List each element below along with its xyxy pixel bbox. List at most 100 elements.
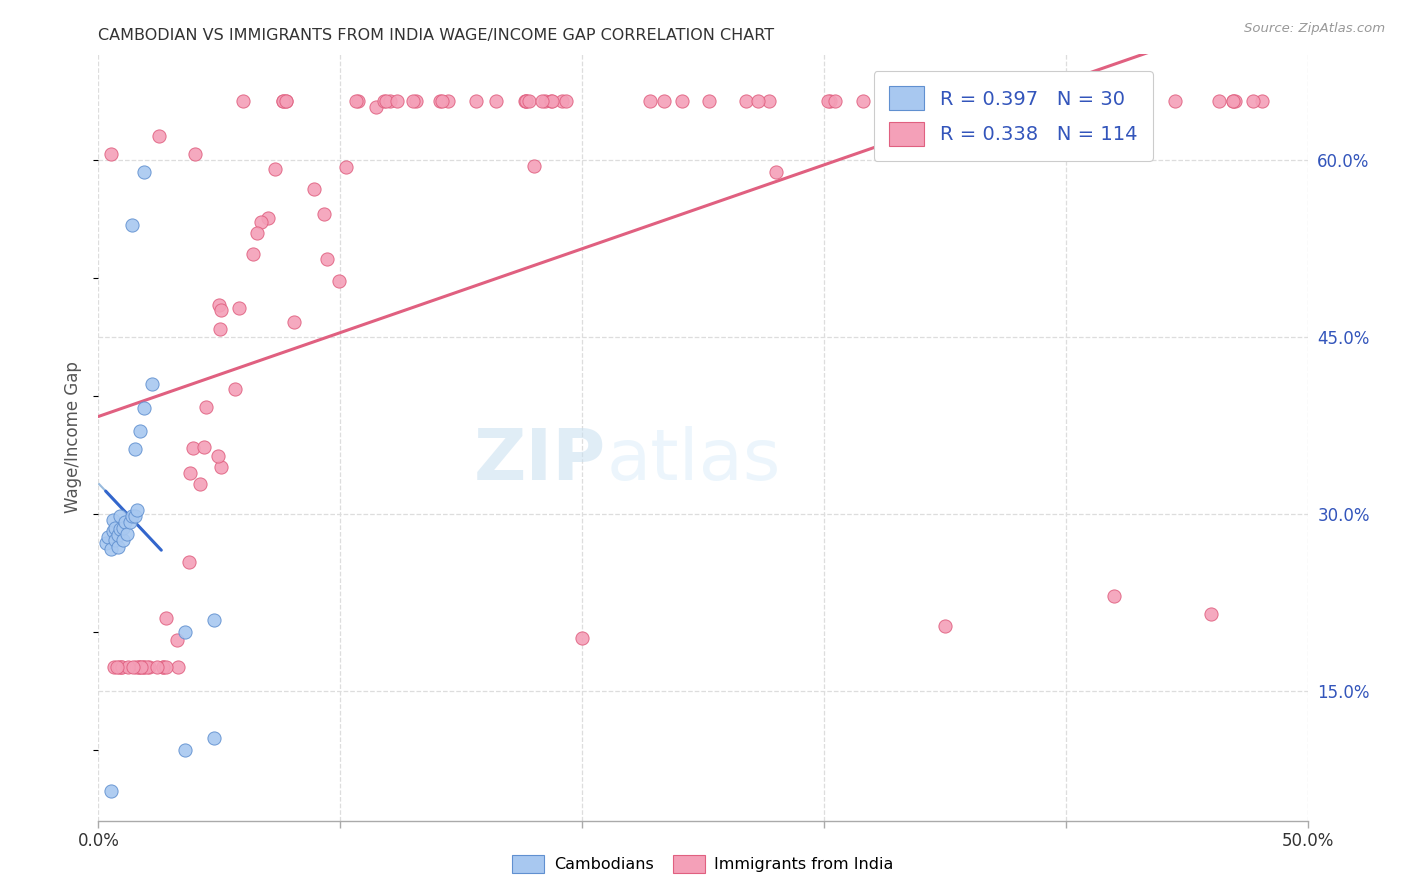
Point [533, 94, 555, 108]
Point [1039, 94, 1062, 108]
Point [638, 94, 661, 108]
Point [121, 218, 143, 232]
Point [485, 94, 508, 108]
Point [283, 315, 305, 329]
Point [104, 533, 127, 547]
Point [193, 440, 215, 454]
Point [174, 743, 197, 757]
Point [765, 164, 787, 178]
Point [118, 515, 141, 529]
Point [530, 94, 553, 108]
Point [328, 274, 350, 288]
Y-axis label: Wage/Income Gap: Wage/Income Gap [65, 361, 83, 513]
Text: CAMBODIAN VS IMMIGRANTS FROM INDIA WAGE/INCOME GAP CORRELATION CHART: CAMBODIAN VS IMMIGRANTS FROM INDIA WAGE/… [98, 28, 775, 43]
Point [166, 633, 188, 648]
Point [246, 226, 269, 240]
Point [1199, 607, 1222, 621]
Point [373, 94, 395, 108]
Point [402, 94, 425, 108]
Point [100, 542, 122, 557]
Point [155, 611, 177, 625]
Point [274, 94, 297, 108]
Point [174, 624, 197, 639]
Point [100, 784, 122, 798]
Point [132, 660, 155, 674]
Point [571, 631, 593, 645]
Point [152, 660, 174, 674]
Point [209, 303, 232, 318]
Point [181, 441, 204, 455]
Point [148, 129, 170, 144]
Point [125, 660, 148, 674]
Point [188, 477, 211, 491]
Point [344, 94, 367, 108]
Point [155, 660, 177, 674]
Point [146, 660, 169, 674]
Point [117, 660, 139, 674]
Point [232, 94, 254, 108]
Point [347, 94, 370, 108]
Point [758, 94, 780, 108]
Point [207, 449, 229, 463]
Legend: R = 0.397   N = 30, R = 0.338   N = 114: R = 0.397 N = 30, R = 0.338 N = 114 [873, 70, 1153, 161]
Point [250, 215, 273, 229]
Point [276, 94, 298, 108]
Point [934, 619, 956, 633]
Point [101, 513, 124, 527]
Point [540, 94, 562, 108]
Point [697, 94, 720, 108]
Point [1098, 94, 1121, 108]
Point [1222, 94, 1244, 108]
Point [364, 100, 387, 114]
Point [312, 206, 335, 220]
Point [104, 521, 127, 535]
Point [194, 400, 217, 414]
Legend: Cambodians, Immigrants from India: Cambodians, Immigrants from India [506, 848, 900, 880]
Point [405, 94, 427, 108]
Point [114, 515, 136, 529]
Point [271, 94, 294, 108]
Point [817, 94, 839, 108]
Point [302, 182, 325, 196]
Point [550, 94, 572, 108]
Point [128, 660, 150, 674]
Point [121, 509, 143, 524]
Point [973, 94, 995, 108]
Point [100, 146, 122, 161]
Point [335, 160, 357, 174]
Point [134, 401, 156, 415]
Point [224, 382, 246, 396]
Point [1073, 94, 1095, 108]
Point [1050, 94, 1073, 108]
Point [108, 522, 131, 536]
Point [131, 660, 153, 674]
Point [824, 94, 846, 108]
Point [105, 660, 128, 674]
Point [747, 94, 769, 108]
Point [429, 94, 451, 108]
Point [1031, 94, 1053, 108]
Point [103, 660, 125, 674]
Point [128, 660, 150, 674]
Point [264, 162, 287, 177]
Point [111, 521, 134, 535]
Point [515, 94, 537, 108]
Point [152, 660, 174, 674]
Point [135, 660, 157, 674]
Point [177, 555, 200, 569]
Text: atlas: atlas [606, 425, 780, 494]
Point [117, 526, 139, 541]
Point [513, 94, 536, 108]
Point [138, 660, 160, 674]
Text: ZIP: ZIP [474, 425, 606, 494]
Text: Source: ZipAtlas.com: Source: ZipAtlas.com [1244, 22, 1385, 36]
Point [1164, 94, 1187, 108]
Point [1208, 94, 1230, 108]
Point [127, 503, 149, 517]
Point [374, 94, 396, 108]
Point [179, 466, 201, 480]
Point [110, 660, 132, 674]
Point [108, 660, 131, 674]
Point [554, 94, 576, 108]
Point [121, 660, 143, 674]
